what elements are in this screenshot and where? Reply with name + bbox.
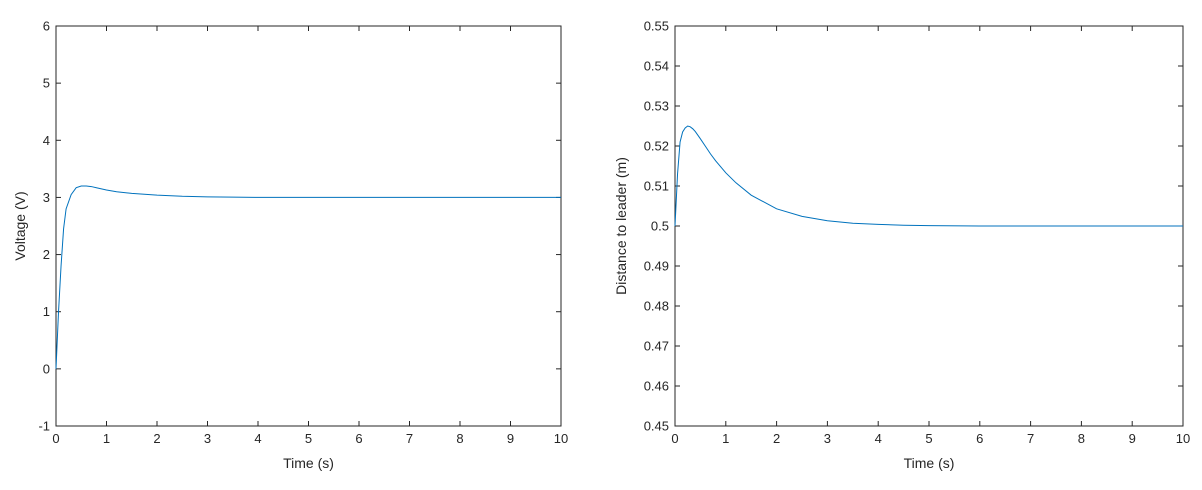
voltage-x-ticks: 0 1 2 3 4 5 6 7 8 9 10 [52,26,568,446]
distance-y-tick-label: 0.51 [644,179,669,194]
voltage-x-tick-label: 2 [153,431,160,446]
distance-y-tick-label: 0.45 [644,419,669,434]
voltage-x-tick-label: 8 [456,431,463,446]
distance-y-tick-label: 0.52 [644,139,669,154]
distance-x-tick-label: 3 [824,431,831,446]
distance-y-tick-label: 0.5 [651,219,669,234]
distance-series-group [674,125,1183,227]
voltage-x-tick-label: 1 [103,431,110,446]
distance-x-tick-label: 4 [875,431,882,446]
distance-x-tick-label: 2 [773,431,780,446]
voltage-x-tick-label: 5 [305,431,312,446]
distance-y-tick-label: 0.46 [644,379,669,394]
voltage-x-tick-label: 6 [355,431,362,446]
distance-x-axis-label: Time (s) [904,455,955,471]
voltage-y-tick-label: -1 [38,419,50,434]
voltage-plot-area [55,25,562,427]
distance-y-tick-label: 0.55 [644,19,669,34]
distance-y-tick-label: 0.47 [644,339,669,354]
voltage-x-tick-label: 10 [554,431,568,446]
voltage-y-tick-label: 0 [43,361,50,376]
voltage-y-tick-label: 5 [43,76,50,91]
distance-series-line [674,125,1183,227]
distance-x-tick-label: 0 [671,431,678,446]
voltage-x-tick-label: 3 [204,431,211,446]
voltage-y-axis-label: Voltage (V) [12,191,28,260]
distance-x-tick-label: 1 [722,431,729,446]
distance-y-tick-label: 0.54 [644,59,669,74]
voltage-x-tick-label: 4 [254,431,261,446]
distance-x-tick-label: 10 [1176,431,1190,446]
distance-x-tick-label: 8 [1078,431,1085,446]
distance-y-tick-label: 0.53 [644,99,669,114]
distance-x-tick-label: 6 [976,431,983,446]
distance-x-tick-label: 5 [925,431,932,446]
voltage-series-group [55,185,561,369]
voltage-y-tick-label: 3 [43,190,50,205]
distance-y-tick-label: 0.48 [644,299,669,314]
voltage-y-tick-label: 6 [43,19,50,34]
voltage-series-line [55,185,561,369]
voltage-y-tick-label: 2 [43,247,50,262]
voltage-x-axis-label: Time (s) [283,455,334,471]
distance-y-ticks: 0.45 0.46 0.47 0.48 0.49 0.5 0.51 0.52 0.53 0.54 0… [644,19,1183,434]
voltage-y-tick-label: 4 [43,133,50,148]
voltage-x-tick-label: 9 [507,431,514,446]
voltage-x-tick-label: 7 [406,431,413,446]
distance-x-tick-label: 9 [1129,431,1136,446]
distance-y-axis-label: Distance to leader (m) [613,157,629,295]
distance-x-ticks: 0 1 2 3 4 5 6 7 8 9 10 [671,26,1190,446]
distance-y-tick-label: 0.49 [644,259,669,274]
voltage-x-tick-label: 0 [52,431,59,446]
voltage-y-tick-label: 1 [43,304,50,319]
distance-x-tick-label: 7 [1027,431,1034,446]
distance-chart: 0 1 2 3 4 5 6 7 8 9 10 0.45 0.46 0.47 0.48 0.49 0.5 0.51… [613,19,1190,472]
